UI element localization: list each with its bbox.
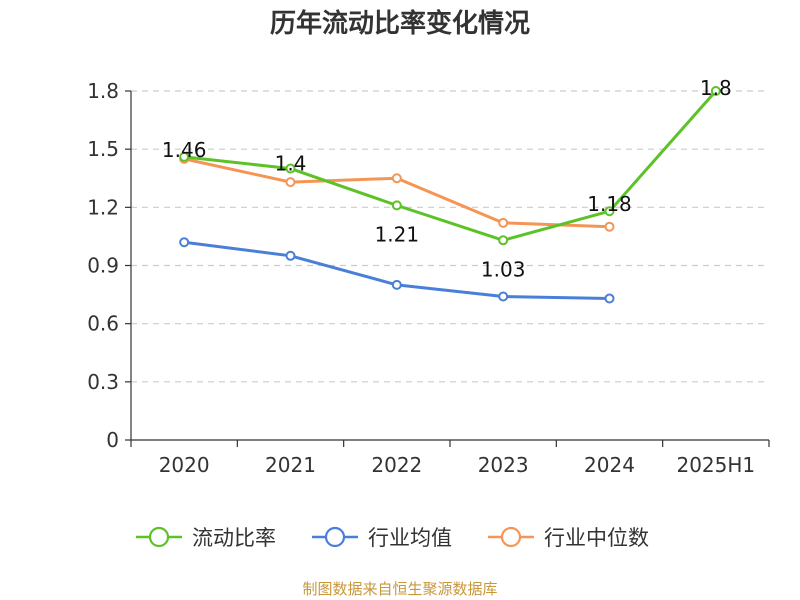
- legend-label: 行业中位数: [544, 526, 649, 550]
- data-point: [604, 206, 615, 217]
- legend-item[interactable]: 流动比率: [136, 526, 276, 550]
- x-tick-label: 2020: [159, 453, 210, 477]
- legend-item[interactable]: 行业均值: [312, 526, 452, 550]
- x-tick-label: 2022: [371, 453, 422, 477]
- y-tick-label: 0.3: [87, 370, 119, 394]
- y-tick-label: 1.8: [87, 79, 119, 103]
- data-point: [604, 293, 615, 304]
- legend: 流动比率 行业均值 行业中位数: [136, 526, 649, 550]
- data-point: [179, 151, 190, 162]
- data-point: [604, 221, 615, 232]
- data-label: 1.21: [375, 222, 420, 246]
- x-tick-label: 2021: [265, 453, 316, 477]
- legend-label: 流动比率: [192, 526, 276, 550]
- legend-marker: [500, 526, 522, 548]
- data-label: 1.8: [700, 76, 732, 100]
- chart-title: 历年流动比率变化情况: [270, 8, 530, 39]
- data-point: [285, 163, 296, 174]
- data-point: [285, 177, 296, 188]
- data-point: [285, 250, 296, 261]
- series-line: [184, 90, 717, 242]
- series-line: [183, 240, 610, 300]
- legend-item[interactable]: 行业中位数: [488, 526, 649, 550]
- legend-marker: [324, 526, 346, 548]
- y-tick-label: 0.6: [87, 312, 119, 336]
- y-tick-label: 1.2: [87, 195, 119, 219]
- data-label: 1.4: [275, 152, 307, 176]
- grid-lines: [131, 90, 769, 383]
- data-label: 1.18: [587, 192, 632, 216]
- data-point: [391, 173, 402, 184]
- legend-label: 行业均值: [368, 526, 452, 550]
- y-tick-label: 0: [106, 428, 119, 452]
- series-line: [183, 157, 610, 229]
- data-point: [498, 217, 509, 228]
- data-label: 1.03: [481, 257, 526, 281]
- series-lines: [179, 86, 721, 304]
- data-point: [391, 200, 402, 211]
- legend-marker: [148, 526, 170, 548]
- data-label: 1.46: [162, 138, 207, 162]
- axes: 0 0.3 0.6 0.9 1.2 1.5 1.8 2020 2021 2022 2023 2024 2…: [87, 79, 770, 477]
- x-tick-label: 2024: [584, 453, 635, 477]
- data-point: [391, 279, 402, 290]
- x-tick-label: 2025H1: [676, 453, 755, 477]
- source-note: 制图数据来自恒生聚源数据库: [302, 580, 497, 598]
- data-point: [710, 86, 721, 96]
- data-labels: 1.46 1.4 1.21 1.03 1.18 1.8: [162, 76, 732, 281]
- x-tick-label: 2023: [478, 453, 529, 477]
- data-point: [498, 291, 509, 302]
- y-tick-label: 1.5: [87, 137, 119, 161]
- data-point: [498, 235, 509, 246]
- y-tick-label: 0.9: [87, 254, 119, 278]
- data-point: [179, 237, 190, 248]
